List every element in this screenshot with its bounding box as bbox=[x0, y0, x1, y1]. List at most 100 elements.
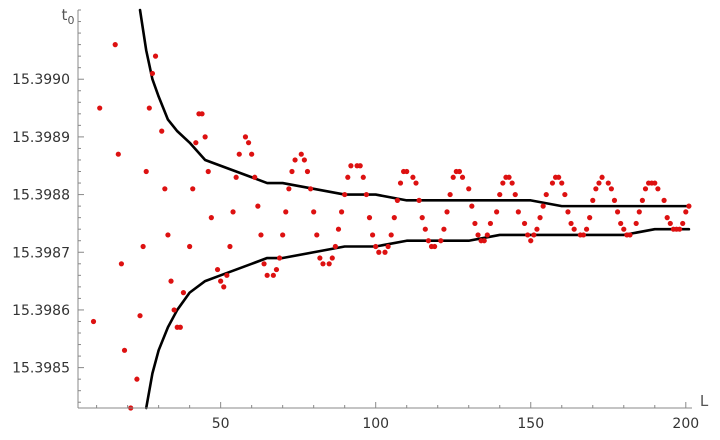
data-point-14 bbox=[152, 53, 159, 59]
x-ticks: 50 100 150 200 bbox=[96, 402, 699, 432]
y-tick-label: 15.3990 bbox=[12, 72, 70, 88]
axes bbox=[77, 10, 692, 409]
data-point-22 bbox=[180, 290, 187, 296]
envelope-curve-1 bbox=[138, 8, 691, 208]
data-point-144 bbox=[608, 186, 614, 192]
data-point-129 bbox=[556, 174, 562, 180]
data-point-42 bbox=[252, 174, 258, 180]
data-point-17 bbox=[165, 232, 171, 238]
data-point-50 bbox=[280, 232, 286, 238]
data-point-126 bbox=[543, 191, 549, 198]
data-point-86 bbox=[404, 168, 410, 175]
data-point-96 bbox=[441, 226, 447, 232]
data-point-122 bbox=[531, 232, 537, 238]
data-point-62 bbox=[320, 261, 326, 267]
x-tick-label: 100 bbox=[362, 416, 389, 432]
data-point-12 bbox=[146, 105, 152, 111]
data-point-30 bbox=[208, 215, 214, 221]
y-tick-label: 15.3989 bbox=[12, 130, 70, 146]
data-point-130 bbox=[559, 180, 565, 186]
data-point-125 bbox=[540, 203, 546, 209]
data-points bbox=[90, 42, 692, 411]
data-point-113 bbox=[500, 180, 506, 186]
data-point-121 bbox=[528, 238, 534, 244]
data-point-154 bbox=[642, 186, 649, 192]
data-point-151 bbox=[633, 220, 639, 227]
data-point-59 bbox=[311, 209, 317, 215]
data-point-1 bbox=[90, 318, 97, 325]
data-point-78 bbox=[376, 249, 382, 255]
data-point-82 bbox=[391, 215, 397, 221]
data-point-46 bbox=[264, 272, 270, 278]
x-tick-label: 150 bbox=[517, 416, 544, 432]
data-point-158 bbox=[655, 186, 661, 192]
data-point-97 bbox=[444, 209, 450, 215]
data-point-9 bbox=[137, 313, 143, 319]
data-point-57 bbox=[304, 168, 311, 175]
data-point-37 bbox=[233, 174, 239, 180]
data-point-32 bbox=[218, 278, 224, 284]
data-point-161 bbox=[667, 220, 673, 227]
data-point-21 bbox=[177, 324, 183, 330]
data-point-58 bbox=[307, 186, 314, 192]
y-tick-label: 15.3986 bbox=[12, 303, 70, 319]
data-point-51 bbox=[283, 209, 289, 215]
data-point-40 bbox=[245, 140, 252, 146]
data-point-102 bbox=[459, 174, 466, 180]
y-tick-label: 15.3988 bbox=[12, 188, 70, 204]
data-point-116 bbox=[509, 180, 515, 186]
data-point-110 bbox=[487, 220, 494, 227]
data-point-92 bbox=[425, 238, 432, 244]
data-point-13 bbox=[149, 70, 156, 77]
data-point-153 bbox=[639, 197, 645, 203]
data-point-53 bbox=[289, 168, 295, 175]
data-point-80 bbox=[385, 243, 391, 250]
data-point-142 bbox=[599, 174, 605, 180]
data-point-81 bbox=[388, 232, 394, 238]
data-point-63 bbox=[326, 261, 332, 267]
data-point-11 bbox=[143, 168, 149, 175]
data-point-35 bbox=[227, 243, 233, 250]
data-point-127 bbox=[549, 180, 556, 186]
data-point-164 bbox=[677, 226, 683, 232]
data-point-137 bbox=[583, 226, 590, 232]
data-point-159 bbox=[661, 197, 667, 203]
data-point-91 bbox=[422, 226, 428, 232]
data-point-140 bbox=[593, 186, 599, 192]
data-point-65 bbox=[332, 243, 338, 250]
data-point-136 bbox=[580, 232, 587, 238]
data-point-109 bbox=[484, 232, 490, 238]
data-point-157 bbox=[652, 180, 658, 186]
data-point-70 bbox=[348, 163, 354, 169]
data-point-45 bbox=[261, 261, 267, 267]
data-point-61 bbox=[317, 255, 323, 261]
x-tick-label: 50 bbox=[212, 416, 230, 432]
data-point-47 bbox=[270, 272, 276, 278]
data-point-145 bbox=[611, 197, 618, 203]
data-point-52 bbox=[286, 186, 292, 192]
data-point-69 bbox=[345, 174, 351, 180]
data-point-75 bbox=[366, 215, 373, 221]
data-point-106 bbox=[475, 232, 481, 238]
data-point-108 bbox=[481, 238, 487, 244]
data-point-68 bbox=[342, 191, 348, 198]
data-point-111 bbox=[494, 209, 500, 215]
data-point-105 bbox=[472, 220, 478, 227]
data-point-118 bbox=[515, 209, 521, 215]
data-point-29 bbox=[205, 168, 211, 175]
data-point-43 bbox=[255, 203, 261, 209]
data-point-55 bbox=[298, 151, 304, 157]
data-point-48 bbox=[273, 266, 280, 273]
data-point-56 bbox=[301, 157, 307, 163]
x-axis-label: L bbox=[700, 392, 709, 410]
data-point-24 bbox=[190, 186, 196, 192]
data-point-3 bbox=[112, 42, 118, 48]
data-point-123 bbox=[534, 226, 540, 232]
data-point-44 bbox=[258, 232, 264, 238]
data-point-77 bbox=[373, 243, 379, 250]
data-point-167 bbox=[686, 203, 692, 209]
data-point-146 bbox=[614, 209, 621, 215]
data-point-101 bbox=[456, 168, 463, 175]
data-point-94 bbox=[432, 243, 438, 250]
